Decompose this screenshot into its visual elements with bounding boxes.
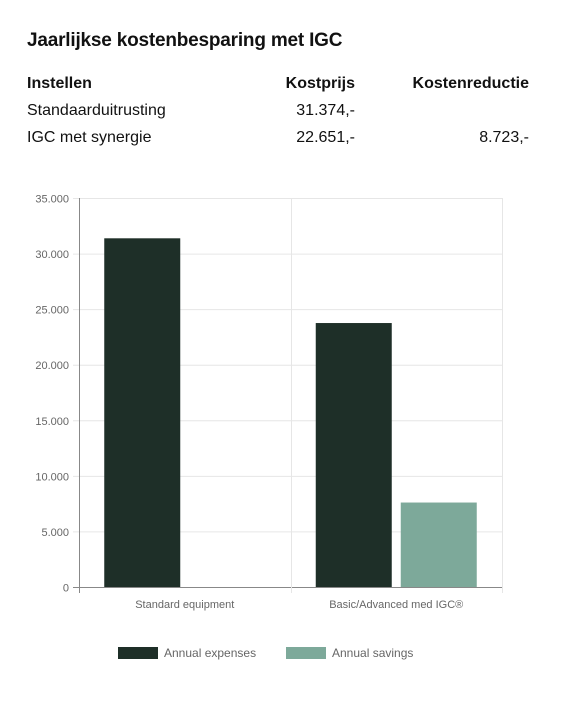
legend-item-savings: Annual savings	[286, 646, 413, 660]
header-instellen: Instellen	[27, 74, 92, 92]
table-header-row: Instellen Kostprijs Kostenreductie	[27, 70, 529, 97]
row-label: IGC met synergie	[27, 128, 152, 146]
y-tick-label: 35.000	[35, 194, 69, 206]
bar-chart: 0 5.000 10.000 15.000 20.000 25.000 30.000 35.0…	[35, 194, 503, 611]
y-tick-label: 30.000	[35, 249, 69, 261]
y-tick-label: 5.000	[41, 527, 69, 539]
row-label: Standaarduitrusting	[27, 101, 166, 119]
legend-swatch-savings	[286, 647, 326, 659]
table-row: IGC met synergie 22.651,- 8.723,-	[27, 124, 529, 151]
x-tick-label: Basic/Advanced med IGC®	[329, 599, 463, 611]
legend-label-savings: Annual savings	[332, 646, 414, 660]
bar-savings	[400, 502, 477, 587]
chart-title: Jaarlijkse kostenbesparing met IGC	[27, 30, 343, 51]
cost-table: Instellen Kostprijs Kostenreductie Stand…	[27, 70, 529, 151]
row-reduction: 8.723,-	[479, 128, 529, 146]
y-tick-label: 25.000	[35, 305, 69, 317]
legend-label-expenses: Annual expenses	[164, 646, 257, 660]
legend-swatch-expenses	[118, 647, 158, 659]
x-tick-label: Standard equipment	[135, 599, 234, 611]
row-reduction	[355, 97, 529, 124]
header-kostenreductie: Kostenreductie	[412, 74, 529, 92]
bar-expenses	[104, 238, 181, 587]
y-tick-label: 10.000	[35, 471, 69, 483]
row-price: 31.374,-	[296, 101, 355, 119]
header-kostprijs: Kostprijs	[285, 74, 355, 92]
bar-expenses	[315, 323, 392, 587]
row-price: 22.651,-	[296, 128, 355, 146]
y-tick-label: 20.000	[35, 360, 69, 372]
legend-item-expenses: Annual expenses	[118, 646, 256, 660]
y-tick-label: 0	[63, 583, 69, 595]
y-tick-label: 15.000	[35, 416, 69, 428]
table-row: Standaarduitrusting 31.374,-	[27, 97, 529, 124]
